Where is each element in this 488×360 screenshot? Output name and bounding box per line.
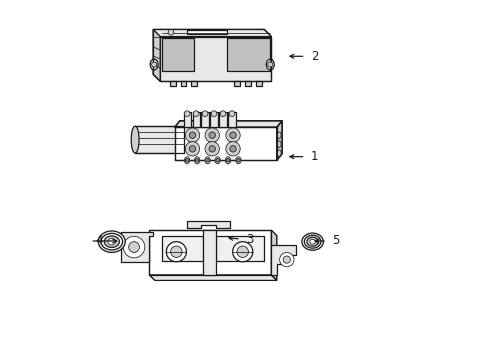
- Polygon shape: [255, 81, 261, 86]
- Polygon shape: [174, 127, 276, 160]
- Text: 4: 4: [96, 234, 103, 247]
- Circle shape: [229, 145, 236, 152]
- Ellipse shape: [301, 233, 323, 250]
- Ellipse shape: [309, 239, 315, 244]
- Ellipse shape: [277, 150, 281, 156]
- Circle shape: [123, 236, 144, 258]
- Circle shape: [189, 132, 195, 138]
- Circle shape: [151, 62, 156, 67]
- Ellipse shape: [306, 237, 318, 246]
- Polygon shape: [149, 275, 276, 280]
- Ellipse shape: [277, 141, 281, 147]
- Polygon shape: [203, 230, 215, 275]
- Polygon shape: [228, 112, 235, 127]
- Circle shape: [189, 145, 195, 152]
- Ellipse shape: [184, 157, 189, 164]
- Ellipse shape: [104, 236, 119, 247]
- Ellipse shape: [214, 157, 220, 164]
- Polygon shape: [271, 244, 296, 275]
- Circle shape: [204, 128, 219, 142]
- Circle shape: [185, 128, 199, 142]
- Circle shape: [202, 111, 207, 117]
- Circle shape: [195, 158, 199, 162]
- Text: 5: 5: [332, 234, 339, 247]
- Circle shape: [232, 242, 252, 262]
- Polygon shape: [162, 235, 203, 261]
- Polygon shape: [135, 126, 183, 153]
- Polygon shape: [276, 121, 282, 160]
- Polygon shape: [169, 81, 175, 86]
- Circle shape: [225, 128, 240, 142]
- Circle shape: [236, 158, 240, 162]
- Circle shape: [166, 242, 186, 262]
- Ellipse shape: [101, 233, 122, 250]
- Text: 2: 2: [310, 50, 318, 63]
- Polygon shape: [162, 38, 194, 71]
- Ellipse shape: [194, 157, 200, 164]
- Circle shape: [226, 158, 229, 162]
- Circle shape: [220, 111, 225, 117]
- Circle shape: [205, 158, 209, 162]
- Circle shape: [229, 132, 236, 138]
- Polygon shape: [271, 230, 276, 280]
- Circle shape: [211, 111, 217, 117]
- Polygon shape: [187, 221, 230, 228]
- Polygon shape: [121, 232, 153, 262]
- Ellipse shape: [98, 231, 125, 252]
- Ellipse shape: [277, 132, 281, 138]
- Polygon shape: [201, 112, 208, 127]
- Polygon shape: [180, 81, 186, 86]
- Ellipse shape: [204, 157, 210, 164]
- Circle shape: [237, 246, 248, 257]
- Circle shape: [170, 246, 182, 257]
- Polygon shape: [219, 112, 226, 127]
- Ellipse shape: [304, 235, 320, 248]
- Polygon shape: [153, 30, 271, 37]
- Circle shape: [228, 111, 234, 117]
- Circle shape: [193, 111, 199, 117]
- Ellipse shape: [235, 157, 241, 164]
- Ellipse shape: [225, 157, 230, 164]
- Polygon shape: [183, 112, 190, 127]
- Polygon shape: [149, 230, 271, 275]
- Polygon shape: [187, 30, 226, 34]
- Polygon shape: [160, 37, 271, 81]
- Text: 3: 3: [246, 233, 253, 246]
- Circle shape: [128, 242, 139, 252]
- Polygon shape: [234, 81, 240, 86]
- Circle shape: [208, 145, 215, 152]
- Circle shape: [184, 111, 190, 117]
- Polygon shape: [215, 235, 264, 261]
- Circle shape: [204, 141, 219, 156]
- Circle shape: [208, 132, 215, 138]
- Text: 1: 1: [310, 150, 318, 163]
- Polygon shape: [244, 81, 250, 86]
- Circle shape: [225, 141, 240, 156]
- Circle shape: [185, 141, 199, 156]
- Polygon shape: [192, 112, 199, 127]
- Polygon shape: [153, 30, 160, 81]
- Circle shape: [185, 158, 188, 162]
- Polygon shape: [210, 112, 217, 127]
- Ellipse shape: [150, 59, 158, 70]
- Circle shape: [168, 30, 174, 35]
- Polygon shape: [226, 38, 269, 71]
- Ellipse shape: [266, 59, 274, 70]
- Circle shape: [283, 256, 290, 263]
- Ellipse shape: [108, 238, 116, 245]
- Circle shape: [267, 62, 272, 67]
- Polygon shape: [191, 81, 197, 86]
- Ellipse shape: [131, 126, 139, 153]
- Circle shape: [215, 158, 219, 162]
- Circle shape: [279, 252, 293, 267]
- Polygon shape: [174, 121, 282, 127]
